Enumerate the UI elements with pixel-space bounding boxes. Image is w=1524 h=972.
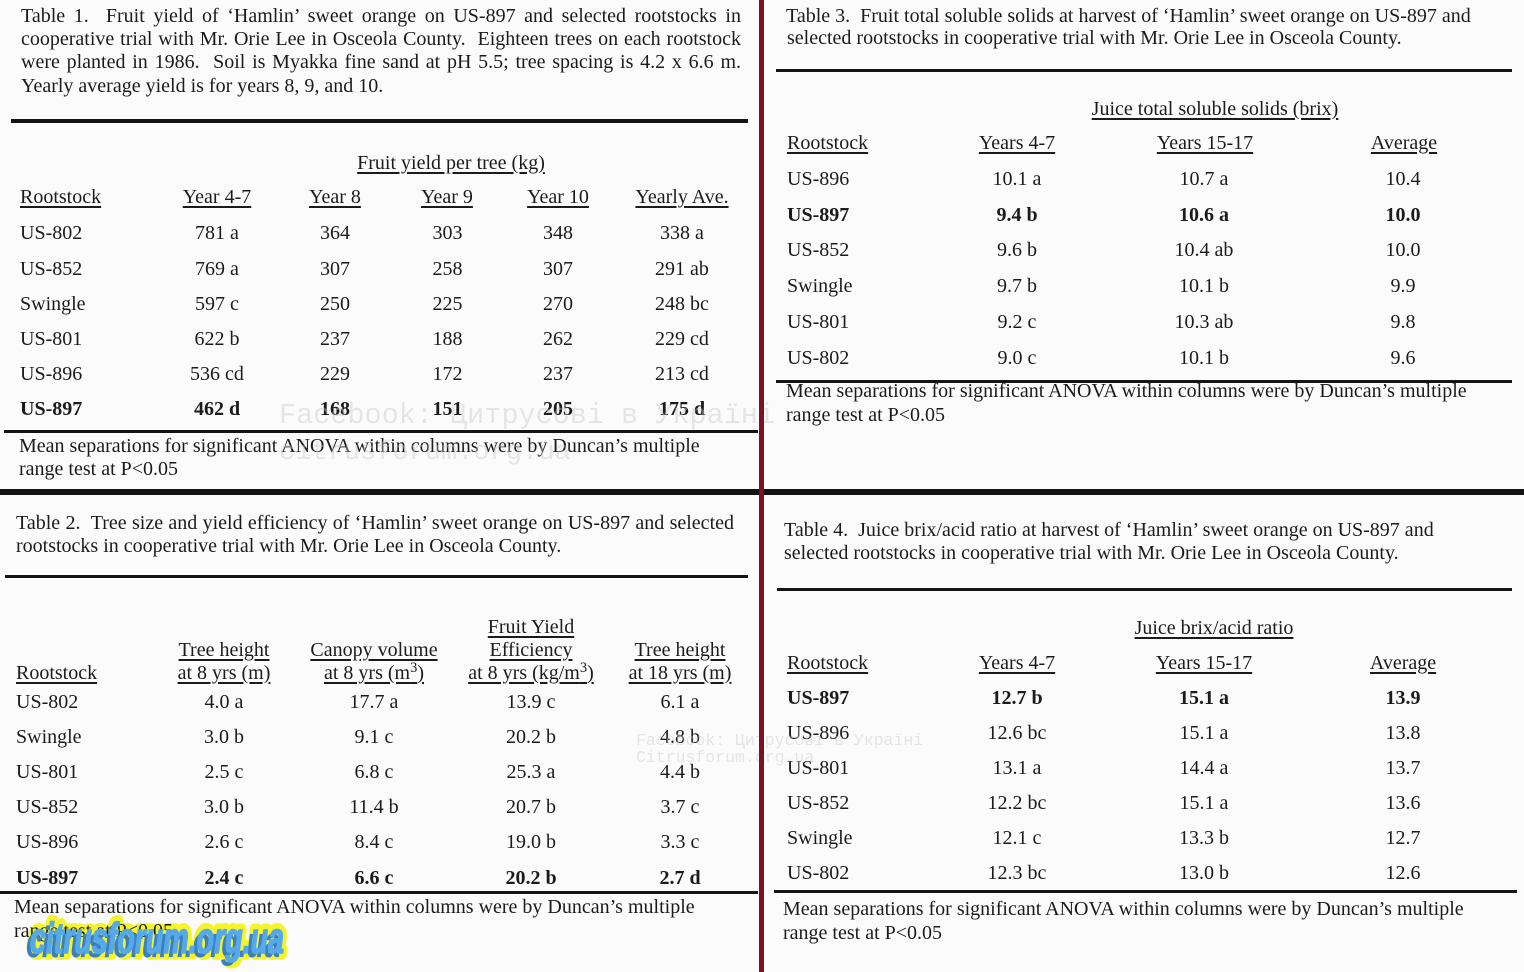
svg-text:citrusforum.org.ua: citrusforum.org.ua: [30, 914, 284, 963]
svg-text:citrusforum.org.ua: citrusforum.org.ua: [30, 914, 284, 963]
svg-text:citrusforum.org.ua: citrusforum.org.ua: [26, 918, 280, 967]
